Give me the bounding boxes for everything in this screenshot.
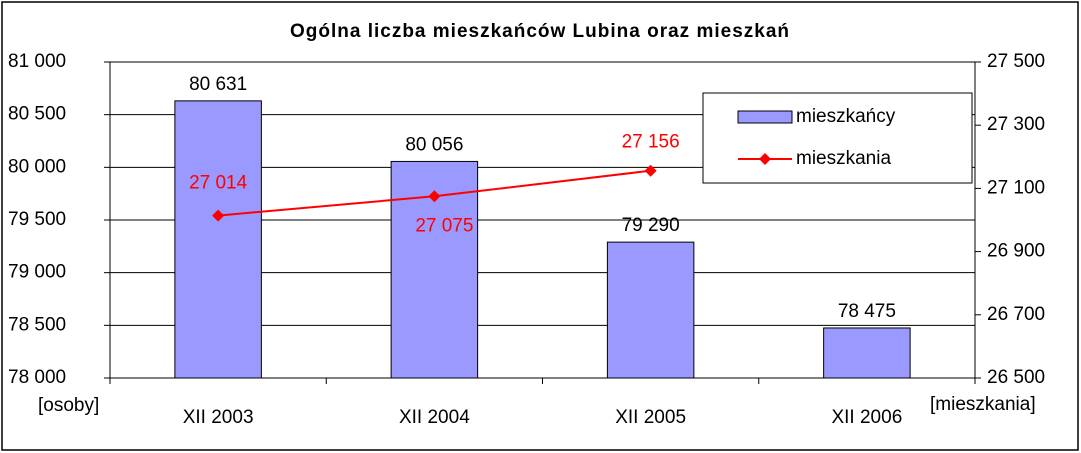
x-tick-label: XII 2003	[183, 407, 254, 428]
x-tick-label: XII 2005	[615, 407, 686, 428]
y-tick-label: 80 000	[8, 156, 66, 177]
line-marker	[644, 164, 657, 177]
bar-value-label: 80 631	[189, 74, 247, 95]
line-value-label: 27 075	[415, 215, 473, 236]
y-axis-label: [osoby]	[38, 395, 99, 416]
bar	[174, 100, 262, 379]
y2-tick-label: 27 300	[987, 114, 1045, 135]
legend-swatch	[737, 110, 793, 124]
legend-label: mieszkańcy	[796, 106, 896, 127]
y-tick-label: 79 500	[8, 209, 66, 230]
y2-tick-label: 27 100	[987, 177, 1045, 198]
legend-box	[702, 92, 973, 184]
line-value-label: 27 156	[622, 132, 680, 153]
y-tick-label: 81 000	[8, 51, 66, 72]
x-tick-label: XII 2006	[831, 407, 902, 428]
y-tick-label: 79 000	[8, 262, 66, 283]
y2-axis-label: [mieszkania]	[930, 394, 1036, 415]
legend-label: mieszkania	[796, 148, 891, 169]
legend-marker	[759, 153, 771, 165]
line-marker	[212, 209, 225, 222]
chart-title: Ogólna liczba mieszkańców Lubina oraz mi…	[290, 21, 790, 42]
bar-value-label: 80 056	[405, 134, 463, 155]
y2-tick-label: 26 500	[987, 367, 1045, 388]
y-tick-label: 78 500	[8, 314, 66, 335]
x-tick-label: XII 2004	[399, 407, 470, 428]
line-value-label: 27 014	[189, 173, 248, 194]
line-marker	[428, 190, 441, 203]
y2-tick-label: 26 700	[987, 304, 1045, 325]
bar-value-label: 78 475	[838, 301, 896, 322]
bar	[606, 241, 695, 379]
y-tick-label: 78 000	[8, 367, 66, 388]
y2-tick-label: 26 900	[987, 241, 1045, 262]
bar	[823, 327, 911, 379]
y2-tick-label: 27 500	[987, 51, 1045, 72]
y-tick-label: 80 500	[8, 104, 66, 125]
bar-value-label: 79 290	[622, 215, 680, 236]
